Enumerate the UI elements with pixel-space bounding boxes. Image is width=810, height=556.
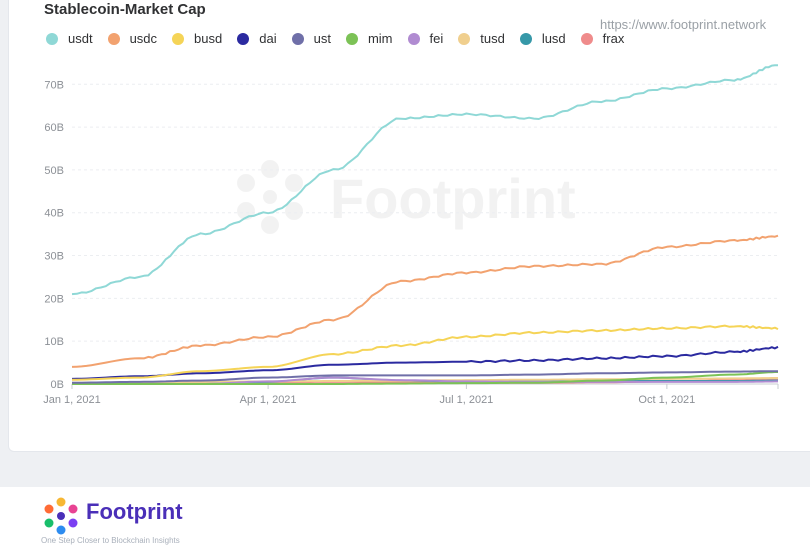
x-tick-label: Jan 1, 2021 xyxy=(43,394,101,406)
y-tick-label: 40B xyxy=(44,208,64,220)
series-line-usdc[interactable] xyxy=(71,234,779,368)
watermark-logo: Footprint xyxy=(237,160,576,234)
y-tick-label: 20B xyxy=(44,293,64,305)
footer-tagline: One Step Closer to Blockchain Insights xyxy=(41,536,180,545)
x-tick-label: Apr 1, 2021 xyxy=(240,394,297,406)
legend-dot xyxy=(46,32,58,45)
legend-dot xyxy=(237,32,250,45)
legend-label: dai xyxy=(259,31,277,46)
legend-item-mim[interactable]: mim xyxy=(345,31,393,46)
x-tick-label: Oct 1, 2021 xyxy=(638,394,695,406)
footprint-logo-icon[interactable] xyxy=(40,495,82,537)
legend-dot xyxy=(345,32,358,45)
series-line-dai[interactable] xyxy=(71,345,779,380)
footer-brand[interactable]: Footprint xyxy=(86,499,183,524)
legend-dot xyxy=(172,32,185,45)
legend-label: ust xyxy=(313,31,331,46)
legend-item-fei[interactable]: fei xyxy=(407,31,444,46)
y-tick-label: 0B xyxy=(51,379,64,391)
legend-label: lusd xyxy=(541,31,566,46)
y-axis-ticks: 0B 10B 20B 30B 40B 50B 60B 70B xyxy=(44,79,64,391)
gridlines xyxy=(72,83,778,342)
footer: Footprint One Step Closer to Blockchain … xyxy=(0,487,810,556)
y-tick-label: 10B xyxy=(44,336,64,348)
legend-item-usdc[interactable]: usdc xyxy=(107,31,158,46)
legend-dot xyxy=(407,32,420,45)
legend-label: usdc xyxy=(129,31,158,46)
legend-dot xyxy=(580,32,593,45)
legend-dot xyxy=(291,32,304,45)
legend-item-ust[interactable]: ust xyxy=(291,31,331,46)
legend-label: tusd xyxy=(480,31,505,46)
series-line-mim[interactable] xyxy=(72,371,778,385)
source-url[interactable]: https://www.footprint.network xyxy=(600,17,767,32)
chart-legend: usdt usdc busd dai ust mim fei tusd lusd… xyxy=(46,31,639,46)
series-lines xyxy=(71,64,779,385)
legend-item-dai[interactable]: dai xyxy=(237,31,277,46)
legend-item-tusd[interactable]: tusd xyxy=(458,31,505,46)
series-line-busd[interactable] xyxy=(72,324,779,381)
y-tick-label: 30B xyxy=(44,251,64,263)
chart-title: Stablecoin-Market Cap xyxy=(44,1,206,18)
legend-dot xyxy=(107,32,120,45)
legend-label: usdt xyxy=(68,31,93,46)
legend-item-busd[interactable]: busd xyxy=(172,31,222,46)
legend-item-usdt[interactable]: usdt xyxy=(46,31,93,46)
y-tick-label: 60B xyxy=(44,122,64,134)
legend-label: frax xyxy=(602,31,625,46)
legend-label: busd xyxy=(194,31,223,46)
watermark-flower-icon xyxy=(237,160,303,234)
line-chart: Footprint 0B 10B 20B 30B 40B 50B 60B 70B Jan 1,… xyxy=(43,64,779,406)
watermark-text: Footprint xyxy=(330,167,576,230)
legend-label: mim xyxy=(367,31,393,46)
series-line-usdt[interactable] xyxy=(71,64,779,296)
x-tick-label: Jul 1, 2021 xyxy=(439,394,493,406)
y-tick-label: 50B xyxy=(44,165,64,177)
y-tick-label: 70B xyxy=(44,79,64,91)
legend-label: fei xyxy=(429,31,444,46)
legend-item-lusd[interactable]: lusd xyxy=(519,31,566,46)
series-line-ust[interactable] xyxy=(72,370,778,384)
legend-dot xyxy=(458,32,471,45)
legend-dot xyxy=(519,32,532,45)
legend-item-frax[interactable]: frax xyxy=(580,31,625,46)
x-axis: Jan 1, 2021 Apr 1, 2021 Jul 1, 2021 Oct 1, … xyxy=(43,383,779,406)
